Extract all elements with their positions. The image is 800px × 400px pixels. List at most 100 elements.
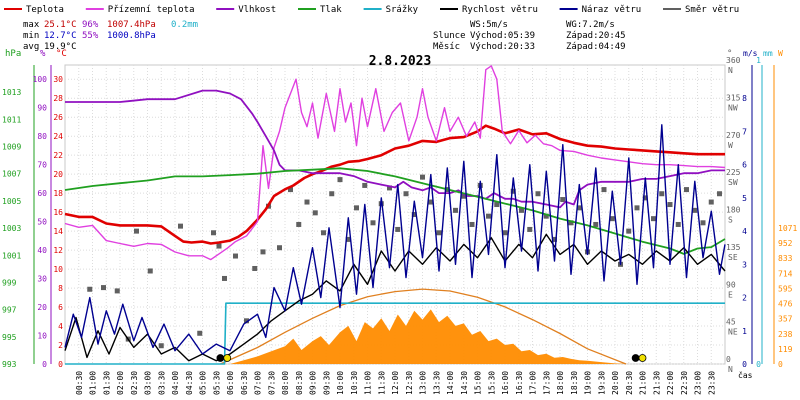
series-smer-vetru-point	[527, 226, 533, 232]
legend-label: Směr větru	[685, 5, 739, 15]
temperature-tick-label: 12	[53, 246, 63, 255]
series-smer-vetru-point	[321, 230, 326, 236]
wind-tick-label: 3	[742, 260, 747, 269]
temperature-tick-label: 16	[53, 208, 63, 217]
stats-min-label: min	[23, 31, 39, 41]
stats-avg-label: avg	[23, 42, 39, 52]
legend: Teplota Přízemní teplota Vlhkost Tlak Srážky…	[4, 5, 739, 15]
humidity-tick-label: 70	[37, 161, 47, 170]
time-tick-label: 07:30	[267, 371, 276, 395]
series-smer-vetru-point	[593, 221, 599, 227]
wind-tick-label: 6	[742, 161, 747, 170]
pressure-tick-label: 1011	[2, 115, 21, 124]
series-smer-vetru-point	[87, 286, 93, 292]
rain-tick-label: 0	[756, 360, 761, 369]
sun-rise: Východ:05:39	[470, 31, 535, 41]
series-smer-vetru-point	[642, 195, 648, 201]
series-smer-vetru-point	[659, 191, 665, 197]
time-tick-label: 02:00	[116, 371, 125, 395]
time-tick-label: 06:00	[226, 371, 235, 395]
series-smer-vetru-point	[535, 191, 541, 197]
pressure-tick-label: 995	[2, 333, 17, 342]
series-teplota-line	[64, 124, 725, 245]
series-vlhkost-line	[65, 89, 725, 209]
stats-max-temp: 25.1°C	[44, 20, 77, 30]
direction-tick-label: 0	[726, 355, 731, 364]
time-tick-label: 10:30	[350, 371, 359, 395]
solar-tick-label: 714	[778, 269, 793, 278]
temperature-tick-label: 8	[58, 284, 63, 293]
moon-set: Západ:04:49	[566, 42, 626, 52]
series-smer-vetru-point	[502, 230, 508, 236]
series-smer-vetru-point	[296, 221, 302, 227]
time-tick-label: 23:00	[694, 371, 703, 395]
series-smer-vetru-point	[420, 174, 425, 180]
direction-unit: °	[727, 49, 732, 59]
series-smer-vetru-point	[717, 191, 722, 197]
time-tick-label: 07:00	[254, 371, 263, 395]
wind-tick-label: 7	[742, 127, 747, 136]
direction-compass-label: SW	[728, 178, 738, 187]
time-tick-label: 13:30	[432, 371, 441, 395]
direction-tick-label: 45	[726, 318, 736, 327]
time-tick-label: 11:30	[377, 371, 386, 395]
temperature-tick-label: 18	[53, 189, 63, 198]
pressure-tick-label: 993	[2, 360, 17, 369]
series-smer-vetru-point	[395, 226, 401, 232]
sun-moon-marker	[638, 354, 647, 362]
temperature-tick-label: 26	[53, 113, 63, 122]
series-smer-vetru-point	[329, 191, 335, 197]
time-tick-label: 02:30	[130, 371, 139, 395]
time-tick-label: 15:30	[487, 371, 496, 395]
series-teoreticke-zareni-line	[220, 288, 627, 365]
solar-tick-label: 1071	[778, 224, 797, 233]
temperature-unit: °C	[56, 49, 67, 59]
wind-tick-label: 2	[742, 294, 747, 303]
series-smer-vetru-point	[387, 185, 392, 191]
series-smer-vetru-point	[552, 236, 557, 242]
humidity-tick-label: 100	[33, 75, 48, 84]
stats-min-hum: 55%	[82, 31, 99, 41]
legend-label: Rychlost větru	[462, 5, 538, 15]
time-tick-label: 14:00	[446, 371, 455, 395]
time-tick-label: 05:30	[212, 371, 221, 395]
direction-compass-label: NW	[728, 103, 738, 112]
series-smer-vetru-point	[354, 205, 359, 211]
moon-label: Měsíc	[433, 42, 460, 52]
series-smer-vetru-point	[304, 199, 310, 205]
series-smer-vetru-point	[147, 268, 153, 274]
pressure-tick-label: 1001	[2, 251, 21, 260]
direction-compass-label: W	[728, 141, 733, 150]
time-tick-label: 01:00	[89, 371, 98, 395]
series-smer-vetru-point	[486, 213, 491, 219]
series-smer-vetru-point	[453, 207, 458, 213]
series-smer-vetru-point	[675, 221, 681, 227]
humidity-unit: %	[40, 49, 46, 59]
series-smer-vetru-point	[260, 249, 266, 255]
series-smer-vetru-point	[197, 330, 203, 336]
pressure-tick-label: 1007	[2, 170, 21, 179]
stats-max-press: 1007.4hPa	[107, 20, 156, 30]
time-tick-label: 15:00	[474, 371, 483, 395]
direction-tick-label: 270	[726, 131, 741, 140]
series-smer-vetru-point	[651, 216, 656, 222]
solar-tick-label: 476	[778, 300, 793, 309]
time-tick-label: 14:30	[460, 371, 469, 395]
stats-min-press: 1000.8hPa	[107, 31, 156, 41]
stats-max-rain: 0.2mm	[171, 20, 198, 30]
series-tlak-line	[64, 167, 726, 255]
time-tick-label: 03:30	[157, 371, 166, 395]
series-smer-vetru-point	[461, 193, 467, 199]
legend-label: Náraz větru	[582, 5, 642, 15]
time-tick-label: 17:30	[542, 371, 551, 395]
stats-min-temp: 12.7°C	[44, 31, 77, 41]
series-smer-vetru-point	[345, 236, 351, 242]
humidity-tick-label: 40	[37, 246, 47, 255]
time-tick-label: 16:30	[515, 371, 524, 395]
time-tick-label: 03:00	[144, 371, 153, 395]
moon-rise: Východ:20:33	[470, 42, 535, 52]
pressure-unit: hPa	[5, 49, 21, 59]
time-tick-label: 19:30	[597, 371, 606, 395]
pressure-tick-label: 999	[2, 278, 17, 287]
